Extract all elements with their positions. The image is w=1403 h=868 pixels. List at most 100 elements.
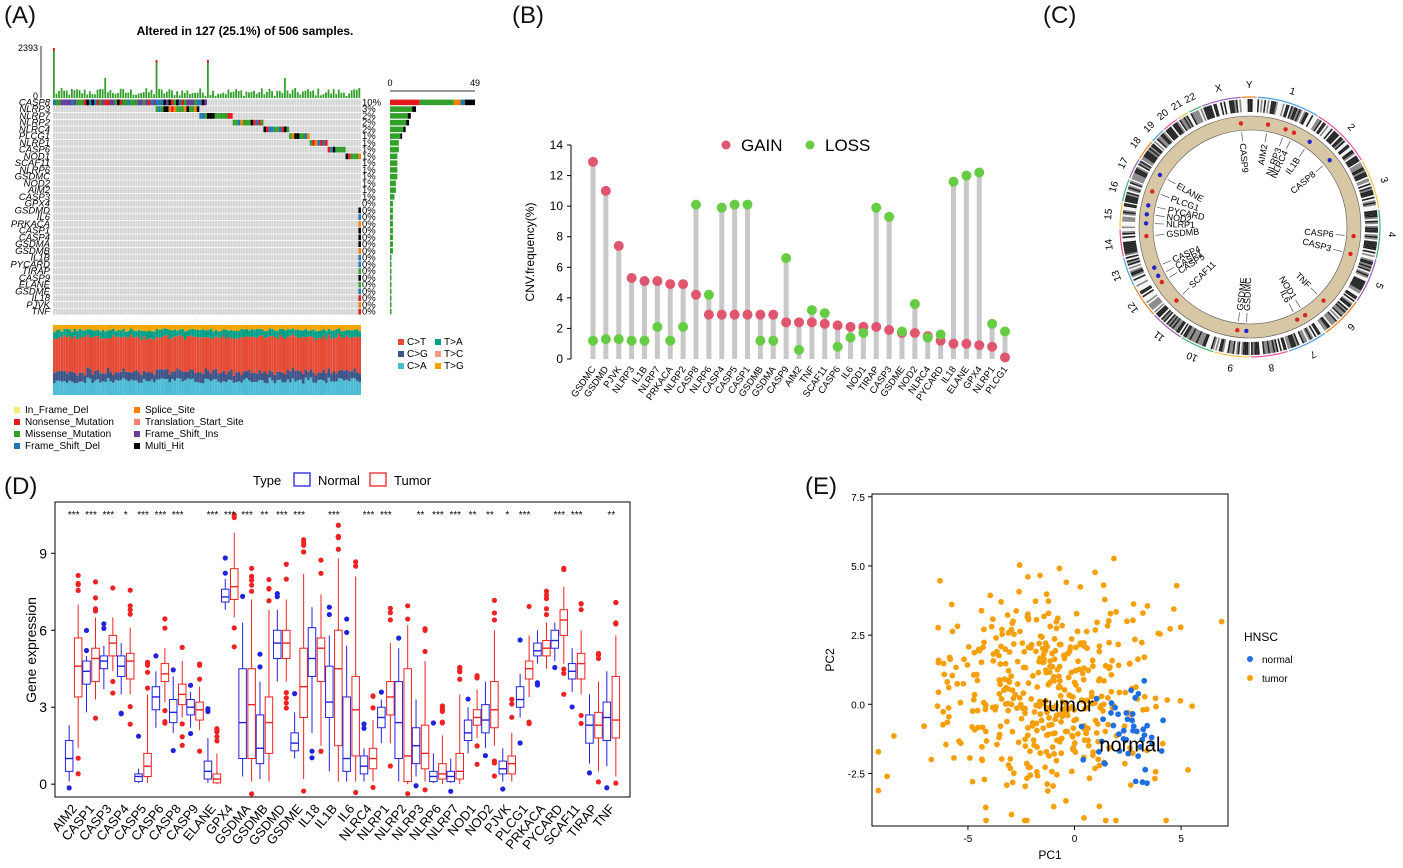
titv-segment (209, 325, 213, 329)
titv-segment (276, 380, 279, 395)
ideogram-band (1360, 256, 1374, 262)
pca-point-tumor (1053, 712, 1060, 719)
titv-segment (158, 325, 161, 330)
cnv-loss-point (897, 326, 907, 337)
titv-segment (160, 329, 164, 338)
pca-point-tumor (948, 601, 955, 608)
ideogram-band (1279, 103, 1285, 117)
variant-legend-swatch (134, 419, 140, 425)
ideogram-band (1363, 205, 1377, 209)
cnv-gain-point (961, 338, 972, 349)
titv-segment (271, 325, 274, 329)
titv-segment (196, 337, 200, 373)
box-y-tick-label: 6 (39, 622, 47, 638)
titv-segment (314, 382, 318, 395)
gene-count-bar (390, 207, 393, 214)
titv-segment (330, 338, 333, 374)
titv-segment (130, 334, 133, 373)
titv-segment (173, 329, 177, 337)
box-tumor (282, 629, 291, 659)
pca-point-tumor (1021, 648, 1028, 655)
box-outlier (257, 651, 263, 657)
box-outlier (274, 591, 280, 597)
box-outlier (83, 647, 90, 654)
pca-point-tumor (1090, 663, 1096, 670)
titv-segment (96, 379, 100, 395)
mutation-cell (132, 99, 136, 106)
pca-point-tumor (1057, 692, 1064, 699)
titv-segment (242, 371, 246, 380)
titv-segment (137, 382, 141, 395)
box-normal (290, 732, 299, 752)
gene-count-bar (390, 302, 392, 308)
box-outlier (361, 721, 367, 727)
titv-segment (78, 337, 82, 373)
cnv-y-tick-label: 12 (550, 169, 564, 183)
titv-segment (137, 330, 141, 338)
titv-segment (145, 331, 148, 340)
mutation-cell (86, 99, 89, 106)
pca-point-normal (1100, 716, 1106, 723)
pca-annotation: normal (1099, 734, 1160, 756)
titv-segment (255, 373, 259, 382)
box-outlier (561, 666, 567, 672)
mutation-cell (291, 133, 295, 139)
titv-segment (109, 381, 113, 395)
tmb-bar (212, 90, 214, 98)
box-normal (359, 755, 369, 775)
ideogram-band (1290, 334, 1297, 347)
pca-point-tumor (1010, 770, 1017, 777)
titv-segment (168, 325, 172, 330)
gene-percent: 1% (362, 151, 376, 162)
gene-percent: 2% (362, 118, 376, 129)
titv-segment (204, 336, 207, 369)
ideogram-band (1362, 201, 1376, 206)
box-outlier (257, 664, 263, 670)
pca-point-tumor (1041, 699, 1048, 705)
ideogram-band (1298, 111, 1306, 124)
ideogram-band (1187, 327, 1196, 340)
mutation-cell (204, 99, 207, 106)
box-outlier (335, 533, 341, 540)
titv-segment (240, 382, 243, 395)
titv-segment (86, 329, 89, 335)
ideogram-band (1288, 334, 1295, 348)
gene-percent: 0% (362, 246, 376, 257)
titv-segment (147, 381, 151, 395)
tmb-bar (83, 89, 86, 98)
pca-point-tumor (1062, 728, 1069, 735)
pca-point-tumor (1081, 665, 1087, 671)
pca-point-tumor (1101, 596, 1108, 603)
gene-label-AIM2: AIM2 (27, 185, 51, 196)
titv-segment (322, 329, 326, 336)
cnv-marker (1150, 189, 1155, 194)
pca-point-tumor (1025, 680, 1032, 687)
ideogram-band (1151, 300, 1163, 311)
mutation-cell (245, 119, 249, 126)
gene-label-NOD2: NOD2 (24, 178, 51, 189)
gene-count-bar (390, 194, 395, 200)
box-outlier (118, 710, 124, 716)
mutation-cell (99, 99, 102, 106)
gene-connector (1182, 287, 1190, 295)
ideogram-band (1303, 328, 1311, 341)
titv-segment (248, 380, 251, 395)
pca-point-tumor (940, 708, 947, 715)
titv-segment (104, 381, 107, 395)
titv-segment (86, 325, 89, 330)
pca-point-tumor (1027, 644, 1034, 651)
cnv-marker (1291, 130, 1297, 135)
ideogram-band (1255, 341, 1259, 355)
ideogram-band (1305, 326, 1314, 339)
box-outlier (283, 695, 289, 701)
ideogram-band (1263, 341, 1267, 355)
titv-segment (183, 372, 187, 381)
titv-segment (117, 372, 120, 381)
titv-segment (65, 325, 69, 329)
box-outlier (92, 579, 99, 585)
tmb-bar (201, 92, 204, 98)
box-outlier (110, 585, 116, 591)
mutation-cell (266, 126, 269, 133)
ideogram-band (1124, 199, 1138, 205)
pca-x-tick-label: -5 (963, 834, 972, 845)
